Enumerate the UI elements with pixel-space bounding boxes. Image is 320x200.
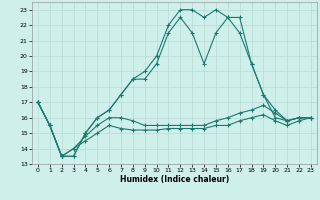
X-axis label: Humidex (Indice chaleur): Humidex (Indice chaleur): [120, 175, 229, 184]
